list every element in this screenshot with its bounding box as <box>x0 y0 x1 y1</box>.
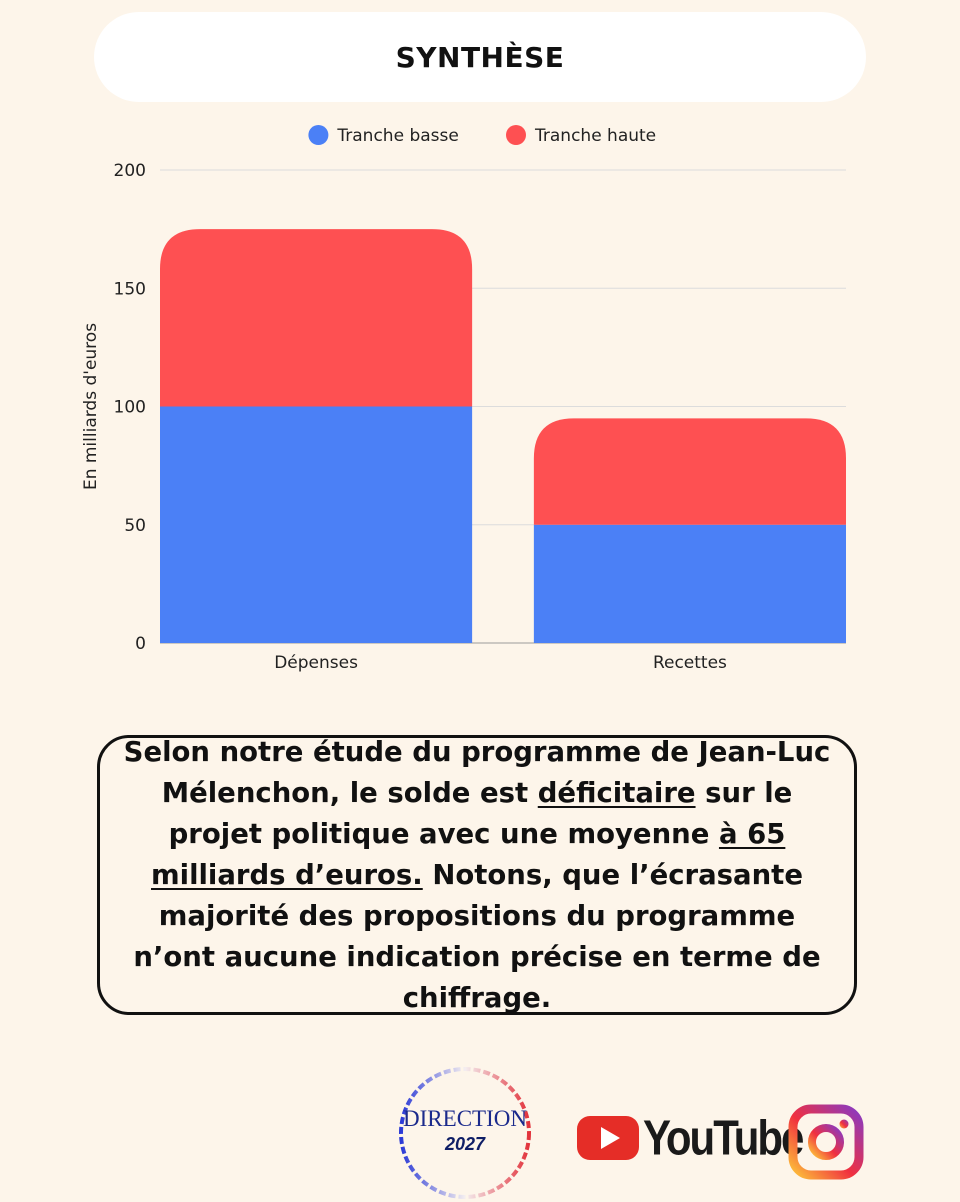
bar-tranche-basse-dépenses <box>160 406 473 643</box>
summary-box: Selon notre étude du programme de Jean-L… <box>97 735 857 1015</box>
legend-label: Tranche basse <box>336 126 458 146</box>
y-tick-label: 50 <box>124 516 146 536</box>
x-tick-label: Dépenses <box>274 653 358 673</box>
summary-part-3: Notons, que l’écrasante majorité des pro… <box>133 858 821 1014</box>
y-tick-label: 200 <box>114 161 146 181</box>
bar-tranche-basse-recettes <box>533 524 846 643</box>
summary-part-2: sur le projet politique avec une moyenne <box>168 776 793 850</box>
legend-marker <box>506 125 526 145</box>
title-banner: SYNTHÈSE <box>94 12 866 102</box>
direction-2027-logo: DIRECTION 2027 <box>399 1067 531 1199</box>
summary-text: Selon notre étude du programme de Jean-L… <box>118 732 836 1019</box>
page-title: SYNTHÈSE <box>395 40 565 74</box>
youtube-label: YouTube <box>643 1109 804 1166</box>
stacked-bar-chart: 0 50 100 150 200 En milliards d'euros Dépenses… <box>81 125 846 673</box>
bar-tranche-haute-dépenses <box>160 229 473 407</box>
direction-logo-word: DIRECTION <box>403 1106 527 1131</box>
youtube-logo[interactable]: YouTube <box>576 1108 804 1168</box>
legend-label: Tranche haute <box>534 126 656 146</box>
y-tick-label: 100 <box>114 398 146 418</box>
y-tick-label: 0 <box>135 634 146 654</box>
direction-logo-year: 2027 <box>444 1134 486 1154</box>
y-tick-label: 150 <box>114 279 146 299</box>
youtube-play-icon <box>577 1116 639 1160</box>
summary-emphasis-deficit: déficitaire <box>537 776 696 809</box>
instagram-icon[interactable] <box>788 1104 864 1180</box>
summary-part-1: Selon notre étude du programme de Jean-L… <box>123 735 831 809</box>
summary-emphasis-amount: à 65 milliards d’euros. <box>151 817 786 891</box>
legend-marker <box>308 125 329 145</box>
x-tick-label: Recettes <box>653 653 727 673</box>
bar-tranche-haute-recettes <box>533 418 846 525</box>
y-axis-label: En milliards d'euros <box>81 323 101 490</box>
